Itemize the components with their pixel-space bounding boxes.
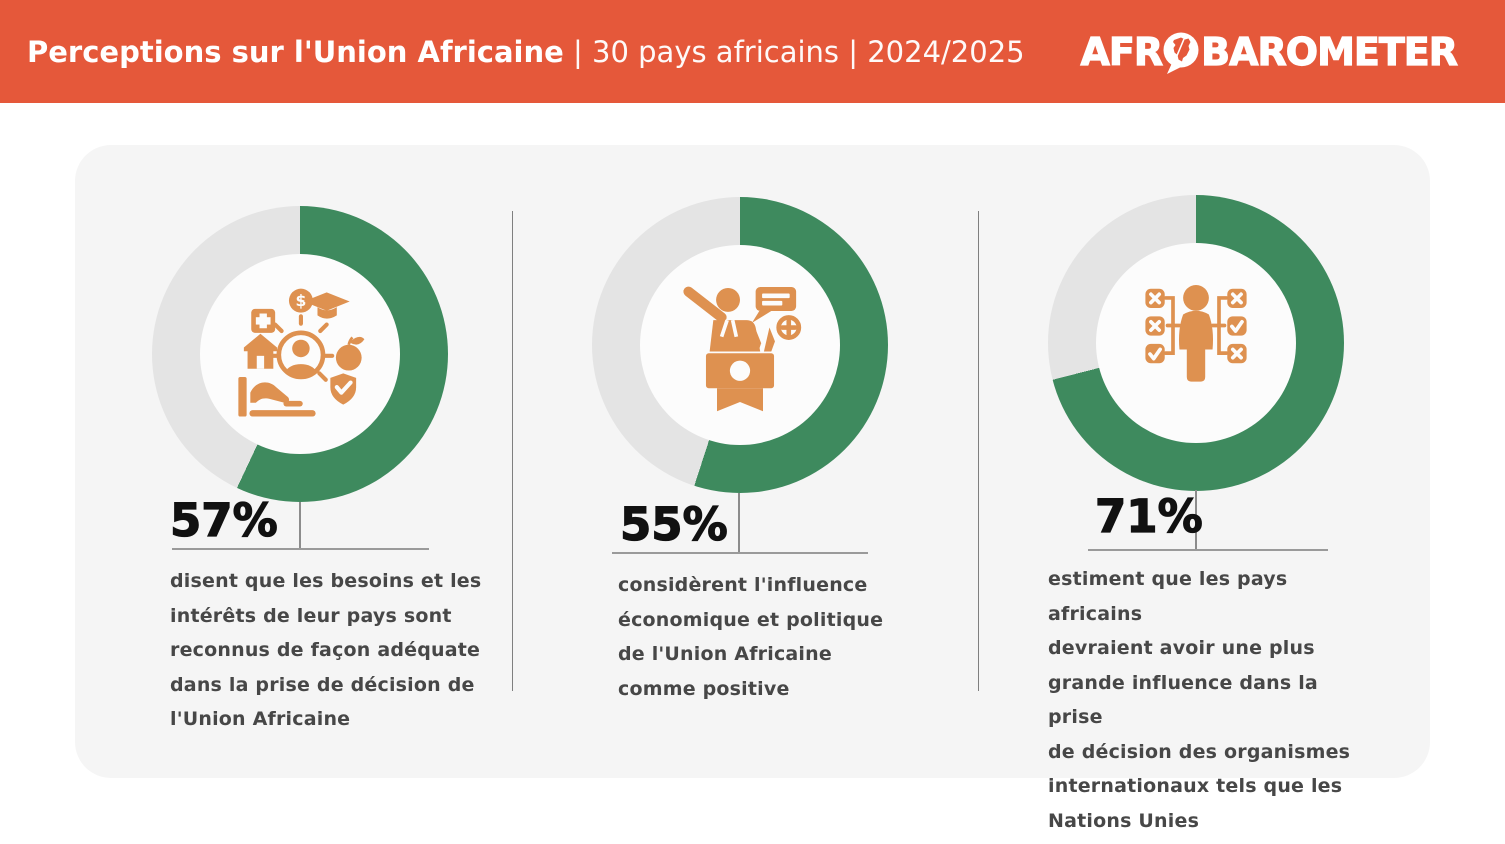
stat-caption: considèrent l'influence économique et po… xyxy=(618,574,884,700)
header-bar: Perceptions sur l'Union Africaine | 30 p… xyxy=(0,0,1505,103)
connector-line xyxy=(1195,490,1197,549)
page-title-subtitle: | 30 pays africains | 2024/2025 xyxy=(563,34,1025,69)
donut-chart-55 xyxy=(592,197,888,493)
page-title: Perceptions sur l'Union Africaine | 30 p… xyxy=(27,35,1025,69)
donut-chart-71 xyxy=(1048,195,1344,491)
connector-line xyxy=(738,493,740,552)
infographic-card: $ xyxy=(75,145,1430,832)
podium-speaker-icon xyxy=(683,286,802,412)
afrobarometer-logo: AFR BAROMETER xyxy=(1080,29,1459,74)
donut-center xyxy=(640,245,840,445)
donut-chart-57: $ xyxy=(152,206,448,502)
logo-text-barometer: BAROMETER xyxy=(1201,29,1459,74)
stat-caption: estiment que les pays africains devraien… xyxy=(1048,568,1351,832)
column-divider xyxy=(512,211,513,691)
page-title-bold: Perceptions sur l'Union Africaine xyxy=(27,34,564,69)
stat-percent: 55% xyxy=(619,497,728,551)
underline-rule xyxy=(1088,549,1328,551)
column-divider xyxy=(978,211,979,691)
donut-center xyxy=(1096,243,1296,443)
stat-caption: disent que les besoins et les intérêts d… xyxy=(170,570,482,730)
logo-globe-speech-icon xyxy=(1163,32,1199,74)
donut-center: $ xyxy=(200,254,400,454)
social-services-icon: $ xyxy=(238,288,365,417)
connector-line xyxy=(299,502,301,548)
logo-text-afr: AFR xyxy=(1080,29,1164,74)
svg-text:$: $ xyxy=(295,291,306,310)
decision-person-icon xyxy=(1145,285,1247,382)
underline-rule xyxy=(172,548,429,550)
underline-rule xyxy=(612,552,868,554)
stat-percent: 71% xyxy=(1094,489,1203,543)
stat-percent: 57% xyxy=(169,493,278,547)
